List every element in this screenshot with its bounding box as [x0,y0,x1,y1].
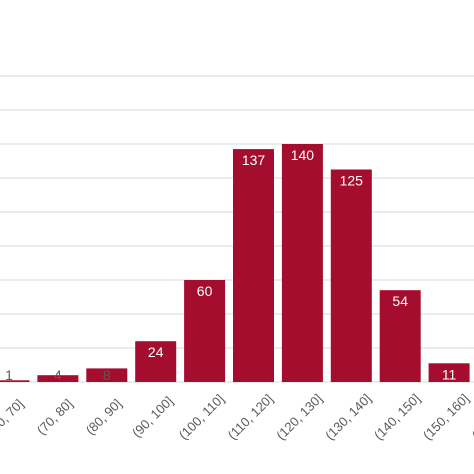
bar [428,363,470,382]
x-tick-label: (70, 80] [34,396,76,438]
x-tick-label: (100, 110] [176,391,227,442]
bar [135,341,177,382]
bar [330,169,372,382]
x-tick-label: (130, 140] [322,391,374,443]
bar [184,280,226,382]
data-label: 4 [54,367,62,383]
x-tick-label: (140, 150] [371,391,423,443]
x-tick-label: (90, 100] [129,393,176,440]
data-label: 140 [291,147,315,163]
x-tick-label: (120, 130] [273,391,325,443]
data-label: 125 [340,173,364,189]
bar [281,144,323,382]
data-label: 8 [103,367,111,383]
bar [86,368,128,382]
data-label: 60 [197,283,213,299]
x-tick-label: [60, 70] [0,396,26,437]
bar [379,290,421,382]
data-label: 54 [392,293,408,309]
x-tick-label: (80, 90] [83,396,125,438]
x-tick-label: (150, 160] [420,391,472,443]
bar [37,375,79,382]
bar [0,380,30,382]
x-tick-label: (160, 170] [469,391,474,443]
x-tick-label: (110, 120] [225,391,276,442]
data-label: 11 [442,366,457,382]
data-label: 24 [148,344,164,360]
data-label: 137 [242,152,266,168]
bar [233,149,274,382]
data-label: 1 [5,367,13,383]
